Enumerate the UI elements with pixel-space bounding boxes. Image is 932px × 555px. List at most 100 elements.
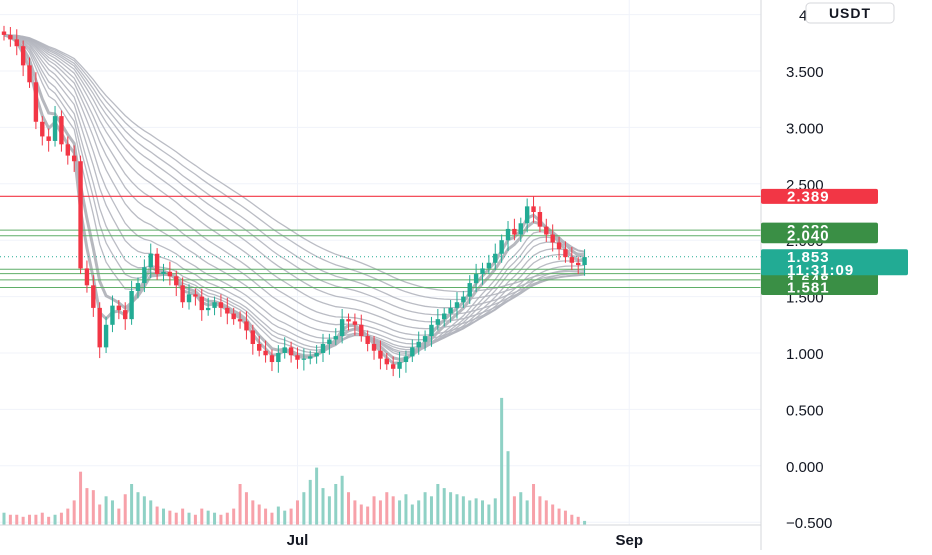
volume-bar (563, 510, 567, 525)
volume-bar (91, 490, 95, 525)
currency-button[interactable]: USDT (805, 2, 895, 24)
candle-body (448, 307, 453, 314)
price-tick-label: 0.500 (786, 402, 824, 419)
candle-body (193, 294, 198, 297)
candle-body (244, 321, 249, 331)
candle-body (333, 336, 338, 340)
candle-body (59, 116, 64, 145)
candle-body (84, 268, 90, 286)
price-tick-label: −0.500 (786, 515, 832, 532)
volume-bar (372, 496, 376, 525)
candle-body (186, 294, 192, 303)
candle-body (435, 319, 441, 325)
candle-body (97, 307, 102, 348)
volume-bar (315, 467, 319, 525)
candle-body (46, 136, 51, 141)
candle-body (314, 353, 319, 357)
candle-body (346, 319, 351, 322)
ema-line (3, 34, 585, 316)
price-tick-label: 3.000 (786, 120, 824, 137)
candle-body (33, 82, 39, 122)
volume-bar (276, 506, 280, 525)
ema-line (3, 34, 585, 353)
candle-body (212, 302, 217, 308)
ema-line (3, 34, 585, 309)
volume-bar (225, 512, 229, 525)
candle-body (295, 355, 300, 360)
time-axis[interactable]: Jul Sep (287, 532, 643, 549)
candle-body (499, 240, 504, 254)
volume-bar (66, 508, 70, 525)
candle-body (65, 144, 70, 156)
candle-body (301, 358, 307, 360)
candle-body (20, 46, 26, 66)
volume-bar (15, 514, 19, 525)
volume-bar (391, 496, 395, 525)
candle-body (276, 353, 281, 363)
volume-bar (174, 512, 178, 525)
volume-bar (570, 514, 574, 525)
volume-bar (136, 492, 140, 525)
volume-bar (149, 500, 153, 525)
support-label: 2.040 (787, 228, 830, 245)
volume-bar (449, 492, 453, 525)
currency-button-frame[interactable] (805, 2, 895, 24)
candle-body (378, 350, 383, 359)
candle-body (480, 268, 485, 275)
volume-bar (238, 484, 242, 525)
current-price-label: 1.853 (787, 249, 830, 266)
volume-bar (398, 500, 402, 525)
volume-bar (334, 484, 338, 525)
volume-bar (79, 471, 83, 525)
volume-bar (347, 492, 351, 525)
volume-bar (359, 504, 363, 525)
candle-body (308, 356, 313, 359)
volume-bar (110, 500, 114, 525)
candlesticks (1, 25, 587, 378)
volume-bar (244, 492, 248, 525)
volume-bar (385, 492, 389, 525)
volume-bar (487, 504, 491, 525)
candle-body (205, 307, 211, 311)
volume-bar (123, 494, 127, 525)
currency-label[interactable]: USDT (829, 5, 871, 21)
candle-body (486, 262, 492, 269)
candle-body (231, 313, 236, 320)
resistance-label: 2.389 (787, 188, 830, 205)
candle-body (269, 355, 275, 363)
candle-body (161, 271, 166, 275)
volume-bar (168, 510, 172, 525)
volume-bar (162, 508, 165, 525)
volume-bar (270, 512, 274, 525)
ema-line (3, 34, 585, 301)
candle-body (352, 321, 358, 325)
volume-bar (423, 492, 427, 525)
volume-bar (519, 492, 523, 525)
candle-body (359, 324, 364, 337)
volume-bar (532, 484, 536, 525)
volume-bar (544, 500, 548, 525)
volume-bar (187, 512, 191, 525)
candle-body (320, 343, 326, 353)
volume-bar (461, 496, 465, 525)
candle-body (384, 358, 389, 365)
candle-body (582, 257, 587, 266)
candle-body (174, 276, 179, 286)
volume-bar (155, 506, 159, 525)
candle-body (461, 296, 466, 303)
volume-bar (40, 512, 44, 525)
moving-average-ribbon (3, 33, 585, 365)
current-price-tag (761, 249, 908, 276)
candle-body (148, 253, 153, 268)
volume-bar (34, 514, 38, 525)
ema-line (3, 34, 585, 336)
volume-bar (468, 500, 472, 525)
candle-body (454, 302, 460, 308)
volume-bar (366, 506, 370, 525)
volume-bar (130, 484, 134, 525)
candle-body (569, 257, 575, 263)
time-tick-label: Sep (615, 532, 643, 549)
volume-bar (264, 508, 268, 525)
